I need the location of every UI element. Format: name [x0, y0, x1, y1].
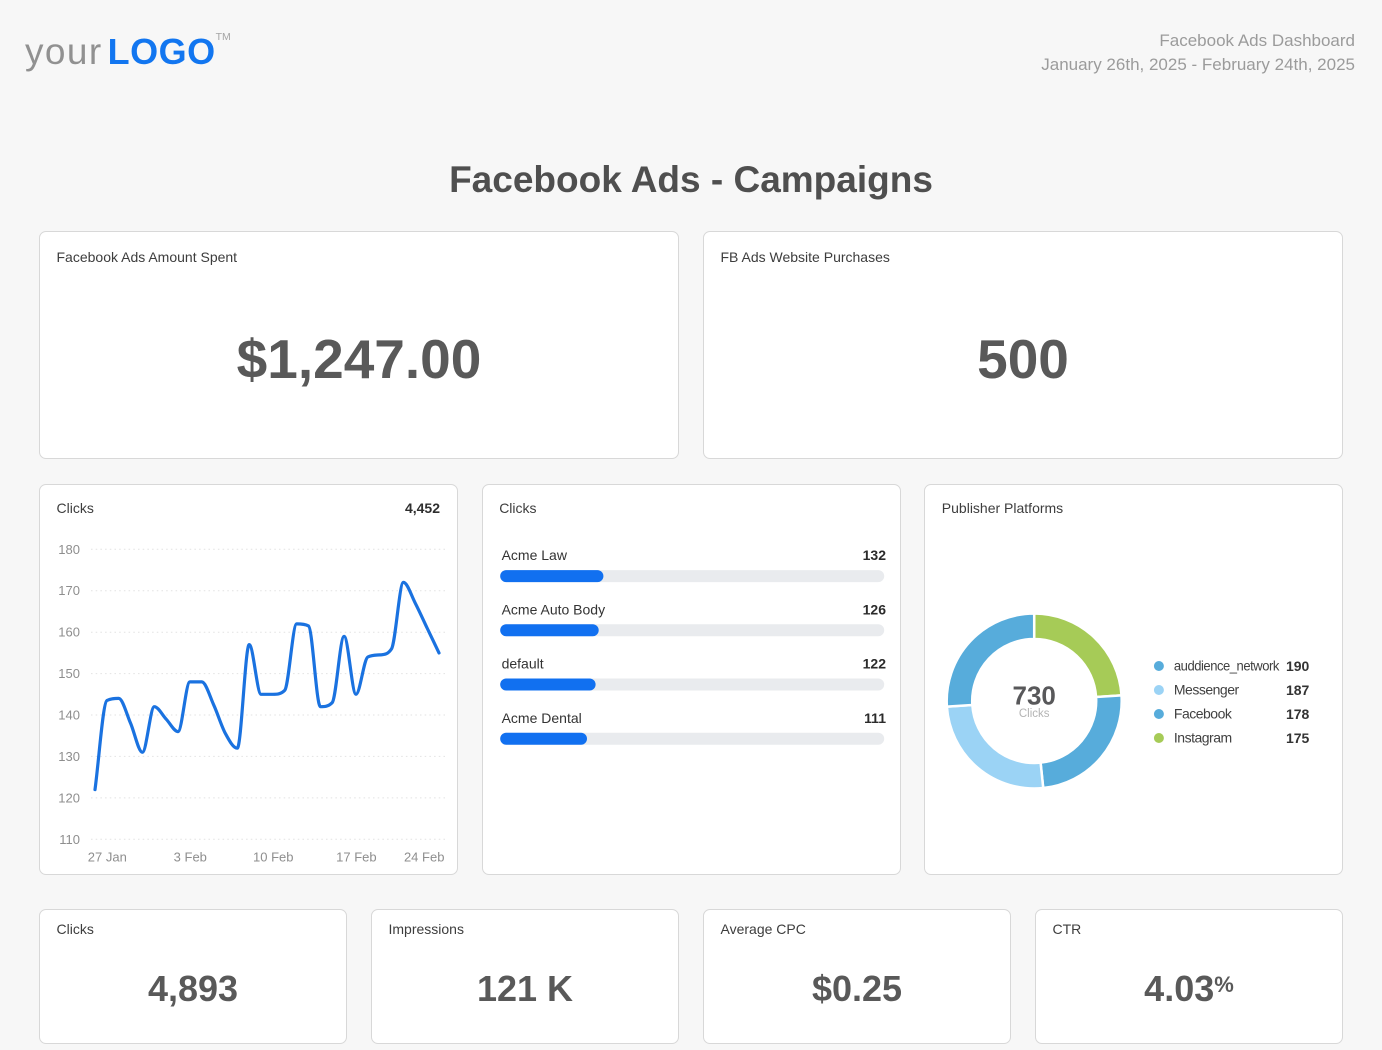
svg-text:17 Feb: 17 Feb — [336, 850, 376, 865]
svg-text:111: 111 — [864, 710, 886, 726]
svg-text:180: 180 — [58, 542, 80, 557]
svg-text:Messenger: Messenger — [1174, 682, 1240, 698]
svg-text:10 Feb: 10 Feb — [253, 850, 293, 865]
svg-text:122: 122 — [862, 656, 886, 672]
svg-text:24 Feb: 24 Feb — [404, 850, 444, 865]
svg-text:140: 140 — [58, 708, 80, 723]
svg-text:3 Feb: 3 Feb — [174, 850, 207, 865]
svg-text:130: 130 — [58, 749, 80, 764]
svg-text:132: 132 — [862, 547, 886, 563]
svg-text:126: 126 — [862, 601, 886, 617]
svg-text:170: 170 — [58, 583, 80, 598]
svg-text:Acme Auto Body: Acme Auto Body — [501, 601, 605, 617]
svg-text:Acme Law: Acme Law — [501, 547, 567, 563]
svg-text:160: 160 — [58, 625, 80, 640]
svg-text:178: 178 — [1286, 706, 1310, 722]
svg-text:Clicks: Clicks — [1019, 708, 1050, 720]
svg-text:190: 190 — [1286, 658, 1310, 674]
svg-text:default: default — [501, 656, 543, 672]
svg-text:27 Jan: 27 Jan — [88, 850, 127, 865]
svg-text:187: 187 — [1286, 682, 1310, 698]
svg-text:120: 120 — [58, 790, 80, 805]
svg-text:150: 150 — [58, 666, 80, 681]
svg-text:110: 110 — [59, 832, 80, 847]
svg-text:Facebook: Facebook — [1174, 706, 1233, 722]
svg-text:730: 730 — [1013, 681, 1056, 711]
svg-text:auddience_network: auddience_network — [1174, 658, 1280, 674]
svg-text:Instagram: Instagram — [1174, 730, 1232, 746]
svg-text:175: 175 — [1286, 730, 1310, 746]
svg-text:Acme Dental: Acme Dental — [501, 710, 581, 726]
